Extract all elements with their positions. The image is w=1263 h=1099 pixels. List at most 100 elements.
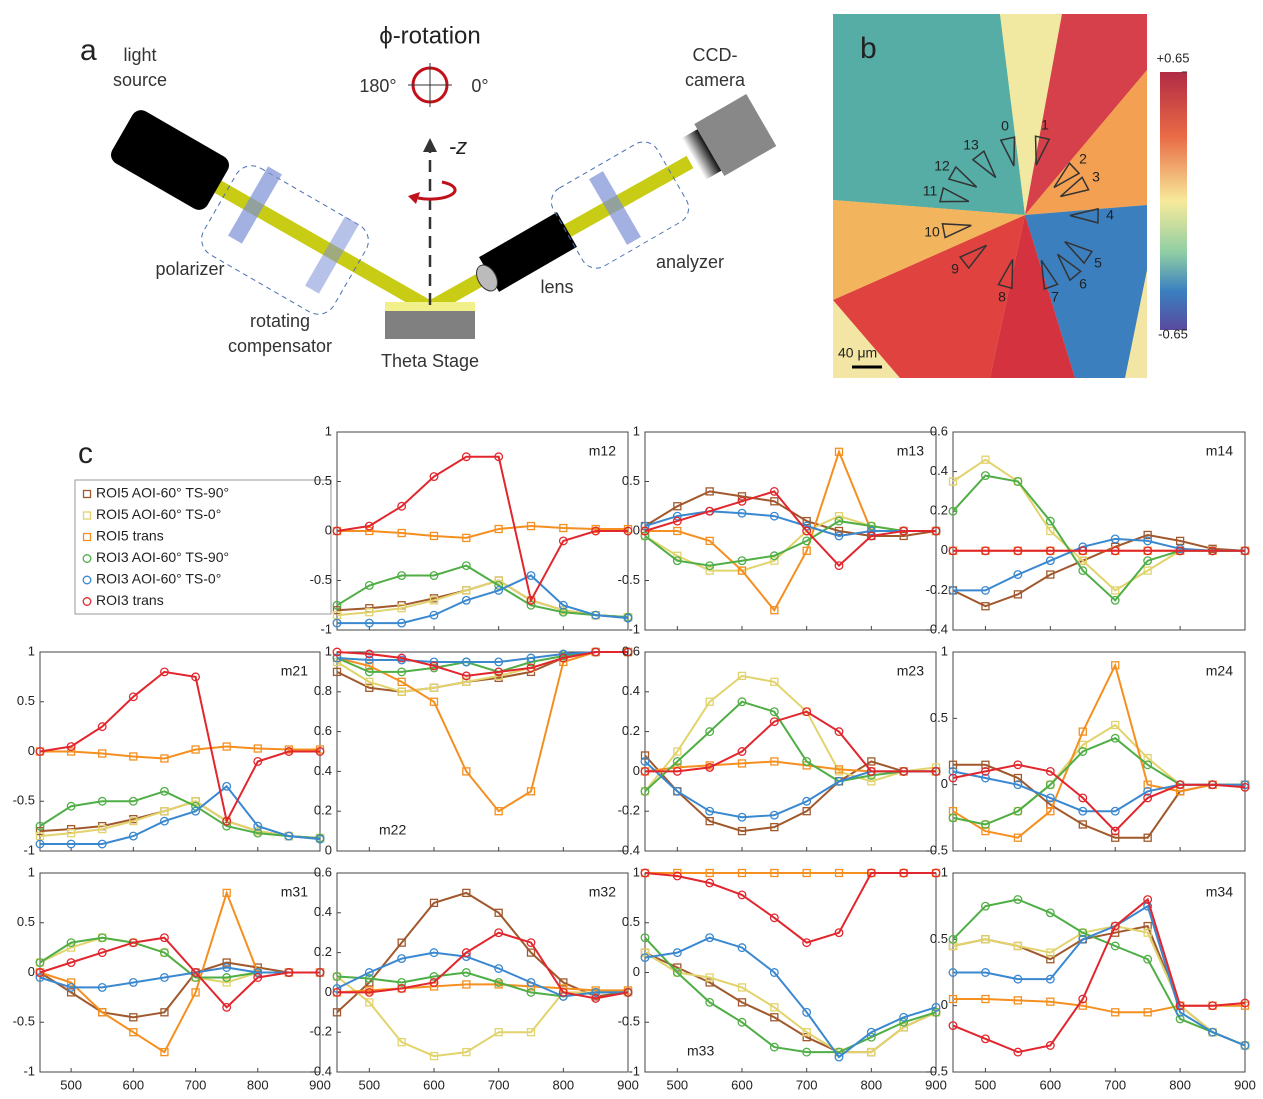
panel-title: m14 [1206, 443, 1233, 459]
roi-number: 1 [1041, 117, 1049, 133]
x-tick-label: 600 [731, 1077, 753, 1092]
x-tick-label: 700 [488, 1077, 510, 1092]
y-tick-label: -0.5 [310, 572, 332, 587]
y-tick-label: 0.5 [17, 693, 35, 708]
y-tick-label: -1 [23, 842, 35, 857]
y-tick-label: 0.8 [314, 683, 332, 698]
y-tick-label: 1 [941, 864, 948, 879]
y-tick-label: 1 [633, 864, 640, 879]
colorbar-label: -0.65 [1158, 326, 1188, 341]
y-tick-label: -1 [23, 1063, 35, 1078]
y-tick-label: 0.4 [314, 904, 332, 919]
y-tick-label: 0.4 [314, 763, 332, 778]
map: b 40 μm 012345678910111213+0.65-0.65 [833, 14, 1189, 378]
x-tick-label: 900 [1234, 1077, 1256, 1092]
legend-entry: ROI5 AOI-60° TS-90° [96, 485, 229, 501]
roi-number: 4 [1106, 207, 1114, 223]
x-tick-label: 600 [423, 1077, 445, 1092]
y-tick-label: -0.4 [310, 1063, 332, 1078]
y-tick-label: 0 [941, 542, 948, 557]
label: rotating [250, 311, 310, 331]
y-tick-label: -1 [628, 1063, 640, 1078]
x-tick-label: 500 [975, 1077, 997, 1092]
y-tick-label: 0.5 [17, 914, 35, 929]
x-tick-label: 800 [1169, 1077, 1191, 1092]
y-tick-label: 0.2 [622, 723, 640, 738]
panel-title: m33 [687, 1043, 714, 1059]
roi-number: 2 [1079, 151, 1087, 167]
rotation-arrow [418, 182, 455, 199]
label: 0° [471, 76, 488, 96]
label: compensator [228, 336, 332, 356]
x-tick-label: 500 [358, 1077, 380, 1092]
label: lens [540, 277, 573, 297]
y-tick-label: 0.5 [622, 914, 640, 929]
y-tick-label: 0 [633, 522, 640, 537]
x-tick-label: 900 [309, 1077, 331, 1092]
panel-title: m12 [589, 443, 616, 459]
label: -z [449, 134, 467, 159]
panel-title: m24 [1206, 663, 1233, 679]
roi-number: 8 [998, 289, 1006, 305]
setup-diagram: a light source ϕ-rotation 180° 0° -z CCD… [80, 22, 776, 370]
y-tick-label: -0.4 [618, 842, 640, 857]
panel-title: m23 [897, 663, 924, 679]
y-tick-label: 1 [28, 643, 35, 658]
y-tick-label: -0.2 [310, 1024, 332, 1039]
y-tick-label: 1 [941, 643, 948, 658]
y-tick-label: 0 [941, 997, 948, 1012]
roi-number: 5 [1094, 255, 1102, 271]
light-source [107, 107, 232, 214]
y-tick-label: 0.5 [930, 710, 948, 725]
x-tick-label: 900 [925, 1077, 947, 1092]
roi-number: 13 [963, 137, 979, 153]
colorbar [1160, 72, 1187, 330]
panel-label: b [860, 32, 877, 65]
legend-entry: ROI3 AOI-60° TS-0° [96, 571, 221, 587]
x-tick-label: 500 [60, 1077, 82, 1092]
y-tick-label: -0.5 [13, 1014, 35, 1029]
y-tick-label: 0.2 [314, 944, 332, 959]
panel-label: c [78, 437, 93, 470]
plot-area [953, 652, 1245, 851]
y-tick-label: -0.5 [618, 1014, 640, 1029]
roi-number: 9 [951, 261, 959, 277]
roi-number: 11 [923, 183, 938, 199]
y-tick-label: -0.2 [618, 803, 640, 818]
y-tick-label: -0.5 [926, 842, 948, 857]
label: light [123, 45, 156, 65]
panel-label: a [80, 34, 97, 67]
roi-number: 10 [924, 224, 940, 240]
y-tick-label: 0.4 [622, 683, 640, 698]
figure: a light source ϕ-rotation 180° 0° -z CCD… [0, 0, 1263, 1099]
label: source [113, 70, 167, 90]
x-tick-label: 700 [796, 1077, 818, 1092]
y-tick-label: -0.4 [926, 621, 948, 636]
scale-label: 40 μm [838, 345, 877, 361]
panel-title: m34 [1206, 884, 1233, 900]
y-tick-label: -0.2 [926, 582, 948, 597]
panel-title: m32 [589, 884, 616, 900]
stage [385, 311, 475, 339]
roi-number: 0 [1001, 118, 1009, 134]
y-tick-label: 0.2 [930, 503, 948, 518]
y-tick-label: 0.6 [930, 423, 948, 438]
x-tick-label: 800 [552, 1077, 574, 1092]
y-tick-label: 0 [325, 842, 332, 857]
y-tick-label: -1 [628, 621, 640, 636]
y-tick-label: 0.5 [930, 931, 948, 946]
y-tick-label: 0 [941, 776, 948, 791]
label: 180° [359, 76, 396, 96]
y-tick-label: -1 [320, 621, 332, 636]
colorbar-label: +0.65 [1157, 50, 1190, 65]
z-arrow [423, 138, 437, 152]
y-tick-label: 1 [325, 643, 332, 658]
camera [679, 94, 777, 185]
x-tick-label: 800 [860, 1077, 882, 1092]
label: camera [685, 70, 746, 90]
x-tick-label: 700 [185, 1077, 207, 1092]
y-tick-label: 1 [28, 864, 35, 879]
legend-entry: ROI3 trans [96, 592, 164, 608]
y-tick-label: 0.6 [622, 643, 640, 658]
plot-area [953, 432, 1245, 630]
